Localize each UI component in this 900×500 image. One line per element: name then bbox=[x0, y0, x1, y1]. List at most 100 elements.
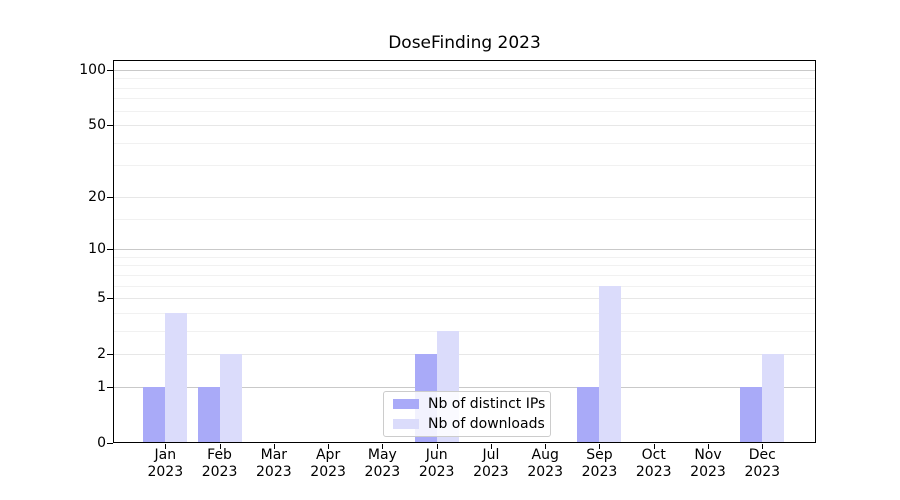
bar-downloads-sep bbox=[599, 285, 622, 443]
x-tick-label: Jun 2023 bbox=[405, 447, 469, 481]
bar-distinct-ips-dec bbox=[740, 386, 763, 443]
x-tick-year: 2023 bbox=[147, 464, 184, 480]
chart-title: DoseFinding 2023 bbox=[388, 33, 541, 53]
gridline-minor bbox=[113, 285, 816, 287]
x-tick-label: Sep 2023 bbox=[567, 447, 631, 481]
legend-swatch-distinct-ips bbox=[393, 399, 419, 409]
x-tick-mark bbox=[490, 444, 492, 449]
legend-item-downloads: Nb of downloads bbox=[393, 416, 550, 432]
x-tick-mark bbox=[382, 444, 384, 449]
x-tick-mark bbox=[708, 444, 709, 449]
x-tick-month: Jan bbox=[154, 447, 177, 463]
x-tick-year: 2023 bbox=[581, 464, 618, 480]
bar-distinct-ips-jan bbox=[143, 386, 166, 443]
gridline-major bbox=[113, 196, 816, 198]
gridline-minor bbox=[113, 265, 816, 267]
x-tick-label: Apr 2023 bbox=[296, 447, 360, 481]
y-tick-label: 2 bbox=[97, 346, 106, 363]
x-tick-mark bbox=[219, 444, 221, 449]
x-tick-month: Jun bbox=[425, 447, 448, 463]
legend-label-distinct-ips: Nb of distinct IPs bbox=[428, 396, 546, 412]
gridline-decade bbox=[113, 386, 816, 388]
y-tick-label: 5 bbox=[97, 290, 106, 307]
x-tick-month: Nov bbox=[694, 447, 722, 463]
x-tick-mark bbox=[273, 444, 275, 449]
x-tick-year: 2023 bbox=[201, 464, 238, 480]
x-tick-mark bbox=[599, 444, 601, 449]
plot-area bbox=[113, 60, 816, 443]
gridline-minor bbox=[113, 98, 816, 100]
legend-swatch-downloads bbox=[393, 419, 419, 429]
y-tick-mark bbox=[107, 249, 113, 251]
x-tick-label: Nov 2023 bbox=[676, 447, 740, 481]
x-tick-label: Jul 2023 bbox=[459, 447, 523, 481]
gridline-minor bbox=[113, 312, 816, 314]
gridline-decade bbox=[113, 249, 816, 251]
gridline-minor bbox=[113, 110, 816, 112]
x-tick-year: 2023 bbox=[690, 464, 726, 480]
x-tick-mark bbox=[436, 444, 438, 449]
y-tick-label: 100 bbox=[79, 62, 106, 78]
gridline-minor bbox=[113, 87, 816, 89]
x-tick-label: Aug 2023 bbox=[513, 447, 577, 481]
y-tick-label: 0 bbox=[97, 435, 106, 451]
x-tick-year: 2023 bbox=[527, 464, 563, 480]
x-tick-month: Sep bbox=[586, 447, 613, 463]
gridline-minor bbox=[113, 218, 816, 220]
bar-downloads-feb bbox=[219, 354, 242, 443]
x-tick-month: Oct bbox=[641, 447, 666, 463]
y-tick-mark bbox=[107, 354, 113, 356]
gridline-major bbox=[113, 125, 816, 127]
bar-distinct-ips-feb bbox=[197, 386, 220, 443]
x-tick-year: 2023 bbox=[418, 464, 455, 480]
gridline-minor bbox=[113, 142, 816, 144]
x-tick-label: Dec 2023 bbox=[730, 447, 794, 481]
gridline-major bbox=[113, 354, 816, 356]
gridline-major bbox=[113, 298, 816, 300]
x-tick-label: Jan 2023 bbox=[133, 447, 197, 481]
x-tick-label: May 2023 bbox=[350, 447, 414, 481]
y-tick-mark bbox=[107, 196, 113, 198]
x-tick-month: Feb bbox=[207, 447, 232, 463]
y-tick-label: 10 bbox=[88, 241, 106, 258]
x-tick-year: 2023 bbox=[310, 464, 346, 480]
gridline-minor bbox=[113, 78, 816, 80]
x-tick-year: 2023 bbox=[744, 464, 781, 480]
gridline-minor bbox=[113, 274, 816, 276]
bar-downloads-dec bbox=[762, 354, 785, 443]
y-tick-mark bbox=[107, 443, 113, 444]
legend: Nb of distinct IPs Nb of downloads bbox=[383, 391, 551, 437]
x-tick-mark bbox=[653, 444, 655, 449]
x-tick-month: Mar bbox=[260, 447, 288, 463]
x-tick-label: Mar 2023 bbox=[242, 447, 306, 481]
y-tick-mark bbox=[107, 125, 113, 127]
x-tick-label: Oct 2023 bbox=[622, 447, 686, 481]
x-tick-month: Aug bbox=[531, 447, 559, 463]
x-tick-month: Jul bbox=[482, 447, 500, 463]
y-tick-mark bbox=[107, 386, 113, 388]
legend-item-distinct-ips: Nb of distinct IPs bbox=[393, 396, 550, 412]
bar-distinct-ips-sep bbox=[577, 386, 600, 443]
x-tick-year: 2023 bbox=[364, 464, 401, 480]
x-tick-year: 2023 bbox=[635, 464, 672, 480]
y-tick-mark bbox=[107, 70, 113, 71]
x-tick-mark bbox=[165, 444, 167, 449]
x-tick-mark bbox=[328, 444, 330, 449]
x-tick-label: Feb 2023 bbox=[188, 447, 252, 481]
gridline-minor bbox=[113, 256, 816, 258]
legend-label-downloads: Nb of downloads bbox=[428, 416, 545, 432]
x-tick-month: May bbox=[367, 447, 397, 463]
x-tick-year: 2023 bbox=[473, 464, 509, 480]
y-tick-label: 1 bbox=[97, 378, 106, 395]
x-tick-mark bbox=[545, 444, 547, 449]
bar-downloads-jan bbox=[165, 312, 188, 443]
gridline-minor bbox=[113, 330, 816, 332]
y-tick-label: 20 bbox=[88, 188, 106, 205]
x-tick-month: Apr bbox=[315, 447, 341, 463]
y-tick-label: 50 bbox=[88, 117, 106, 134]
y-tick-mark bbox=[107, 298, 113, 300]
gridline-decade bbox=[113, 70, 816, 71]
x-tick-mark bbox=[762, 444, 764, 449]
gridline-minor bbox=[113, 165, 816, 167]
